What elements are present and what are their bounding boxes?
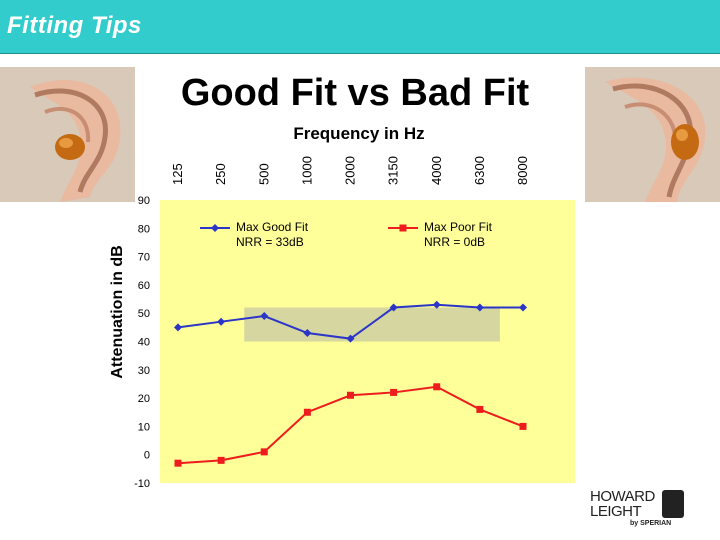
data-point	[389, 303, 398, 312]
header-divider	[0, 53, 720, 54]
data-point	[432, 300, 441, 309]
ear-illustration-left	[0, 67, 135, 202]
logo-byline: by SPERIAN	[630, 520, 672, 527]
data-point	[260, 448, 268, 456]
data-point	[346, 334, 355, 343]
ear-illustration-right	[585, 67, 720, 202]
x-tick-label: 2000	[343, 156, 358, 185]
data-point	[217, 317, 226, 326]
target-band	[244, 307, 500, 342]
x-tick-label: 8000	[515, 156, 530, 185]
data-point	[475, 303, 484, 312]
legend-sublabel: NRR = 33dB	[236, 235, 304, 249]
data-point	[174, 323, 182, 332]
data-point	[174, 459, 182, 467]
data-point	[519, 303, 527, 312]
logo-mark-icon	[662, 490, 684, 518]
howard-leight-logo: HOWARD LEIGHT by SPERIAN	[590, 488, 686, 532]
data-point	[303, 408, 311, 416]
x-axis-label: Frequency in Hz	[293, 124, 424, 143]
y-axis-label: Attenuation in dB	[109, 245, 126, 378]
y-tick-label: 90	[138, 195, 150, 207]
header-bar: Fitting Tips	[0, 0, 720, 53]
y-tick-label: 10	[138, 421, 150, 433]
y-tick-label: 30	[138, 365, 150, 377]
logo-line1: HOWARD	[590, 488, 655, 505]
y-tick-label: 70	[138, 252, 150, 264]
data-point	[390, 388, 398, 396]
y-tick-label: -10	[134, 478, 150, 490]
data-point	[260, 312, 269, 321]
data-point	[476, 405, 484, 413]
data-point	[433, 383, 441, 391]
x-tick-label: 500	[256, 163, 271, 185]
x-tick-label: 6300	[472, 156, 487, 185]
legend-sublabel: NRR = 0dB	[424, 235, 485, 249]
legend-marker	[399, 224, 407, 232]
chart-title: Good Fit vs Bad Fit	[180, 72, 530, 114]
x-tick-labels: 125 250 500 1000 2000 3150 4000 6300 8000	[170, 156, 530, 185]
data-point	[347, 391, 354, 399]
y-tick-label: 40	[138, 337, 150, 349]
x-tick-label: 125	[170, 163, 185, 185]
x-tick-label: 3150	[386, 156, 401, 185]
data-point	[303, 329, 312, 338]
y-tick-label: 80	[138, 223, 150, 235]
legend-label: Max Poor Fit	[424, 220, 493, 234]
y-tick-label: 20	[138, 393, 150, 405]
x-tick-label: 4000	[429, 156, 444, 185]
y-tick-labels: 90 80 70 60 50 40 30 20 10 0 -10	[134, 195, 150, 490]
y-tick-label: 50	[138, 308, 150, 320]
header-title: Fitting Tips	[7, 12, 142, 39]
y-tick-label: 60	[138, 280, 150, 292]
legend-label: Max Good Fit	[236, 220, 309, 234]
series-lines	[174, 300, 527, 467]
legend-marker	[211, 224, 219, 232]
x-tick-label: 250	[213, 163, 228, 185]
logo-line2: LEIGHT	[590, 503, 642, 520]
data-point	[519, 422, 527, 430]
data-point	[217, 456, 225, 464]
x-tick-label: 1000	[299, 156, 314, 185]
y-tick-label: 0	[144, 450, 150, 462]
